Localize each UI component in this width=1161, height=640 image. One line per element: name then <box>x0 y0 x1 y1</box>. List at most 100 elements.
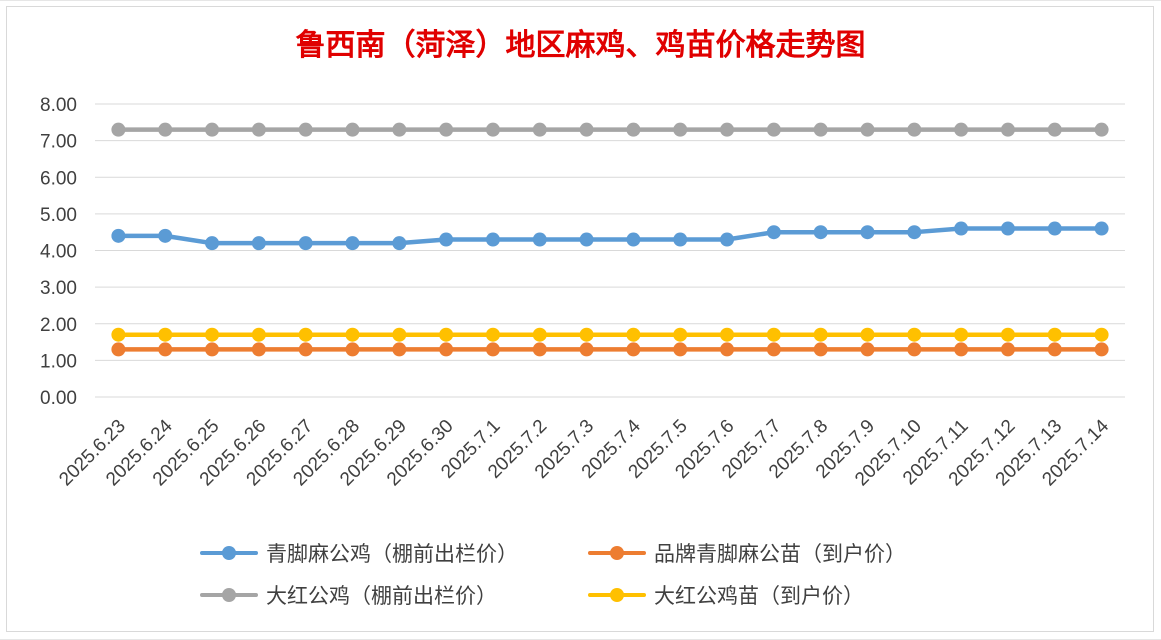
y-axis-tick-labels: 0.00 1.00 2.00 3.00 4.00 5.00 6.00 7.00 8.00 <box>40 95 77 409</box>
data-point <box>1047 122 1062 137</box>
data-point <box>392 327 407 342</box>
data-point <box>860 342 875 357</box>
data-point <box>439 232 454 247</box>
legend-swatch-orange <box>588 546 646 560</box>
data-point <box>1000 122 1015 137</box>
data-point <box>532 122 547 137</box>
data-point <box>532 327 547 342</box>
data-point <box>251 236 266 251</box>
legend-label: 大红公鸡苗（到户价） <box>654 584 864 608</box>
data-point <box>205 327 220 342</box>
legend-label: 大红公鸡（棚前出栏价） <box>266 584 497 608</box>
data-point <box>205 236 220 251</box>
data-point <box>111 342 126 357</box>
legend-item-red-rooster[interactable]: 大红公鸡（棚前出栏价） <box>200 580 497 610</box>
data-point <box>579 122 594 137</box>
data-point <box>579 232 594 247</box>
data-point <box>251 122 266 137</box>
data-point <box>158 122 173 137</box>
data-point <box>766 327 781 342</box>
data-point <box>298 327 313 342</box>
data-point <box>1000 327 1015 342</box>
data-point <box>111 122 126 137</box>
data-point <box>954 327 969 342</box>
data-point <box>532 232 547 247</box>
data-point <box>720 122 735 137</box>
data-point <box>813 327 828 342</box>
x-axis-tick-labels: 2025.6.232025.6.242025.6.252025.6.262025… <box>55 415 1113 490</box>
data-point <box>485 232 500 247</box>
data-point <box>907 122 922 137</box>
data-point <box>158 342 173 357</box>
data-point <box>860 327 875 342</box>
data-point <box>766 342 781 357</box>
gridlines <box>95 103 1125 398</box>
data-point <box>1000 221 1015 236</box>
data-point <box>1094 342 1109 357</box>
data-point <box>626 122 641 137</box>
data-point <box>954 122 969 137</box>
data-point <box>485 327 500 342</box>
series-3 <box>111 327 1109 342</box>
data-point <box>860 225 875 240</box>
data-point <box>111 327 126 342</box>
data-point <box>298 122 313 137</box>
y-tick-label: 0.00 <box>40 388 77 409</box>
data-point <box>485 122 500 137</box>
data-point <box>298 236 313 251</box>
data-point <box>345 122 360 137</box>
y-tick-label: 5.00 <box>40 205 77 226</box>
series-0 <box>111 221 1109 251</box>
series-group <box>111 122 1109 357</box>
y-tick-label: 1.00 <box>40 351 77 372</box>
data-point <box>860 122 875 137</box>
data-point <box>766 122 781 137</box>
data-point <box>1000 342 1015 357</box>
legend-label: 青脚麻公鸡（棚前出栏价） <box>266 542 518 566</box>
data-point <box>439 122 454 137</box>
data-point <box>766 225 781 240</box>
data-point <box>111 228 126 243</box>
data-point <box>1094 327 1109 342</box>
y-tick-label: 4.00 <box>40 242 77 263</box>
data-point <box>345 236 360 251</box>
data-point <box>626 327 641 342</box>
legend-item-brand-chick[interactable]: 品牌青脚麻公苗（到户价） <box>588 538 906 568</box>
data-point <box>720 232 735 247</box>
legend-item-red-chick[interactable]: 大红公鸡苗（到户价） <box>588 580 864 610</box>
legend-label: 品牌青脚麻公苗（到户价） <box>654 542 906 566</box>
chart-area[interactable] <box>6 6 1154 632</box>
legend-swatch-yellow <box>588 588 646 602</box>
data-point <box>673 122 688 137</box>
data-point <box>205 122 220 137</box>
series-1 <box>111 342 1109 357</box>
data-point <box>298 342 313 357</box>
data-point <box>345 327 360 342</box>
data-point <box>813 122 828 137</box>
legend-item-qingjiao-rooster[interactable]: 青脚麻公鸡（棚前出栏价） <box>200 538 518 568</box>
data-point <box>626 232 641 247</box>
y-tick-label: 6.00 <box>40 168 77 189</box>
series-2 <box>111 122 1109 137</box>
data-point <box>439 342 454 357</box>
data-point <box>720 342 735 357</box>
chart-title: 鲁西南（菏泽）地区麻鸡、鸡苗价格走势图 <box>295 28 866 63</box>
data-point <box>158 228 173 243</box>
data-point <box>392 342 407 357</box>
data-point <box>345 342 360 357</box>
series-line <box>116 226 1104 246</box>
data-point <box>392 236 407 251</box>
data-point <box>907 327 922 342</box>
data-point <box>907 342 922 357</box>
y-tick-label: 3.00 <box>40 278 77 299</box>
data-point <box>251 327 266 342</box>
data-point <box>673 342 688 357</box>
legend-swatch-blue <box>200 546 258 560</box>
data-point <box>158 327 173 342</box>
data-point <box>392 122 407 137</box>
data-point <box>532 342 547 357</box>
legend-swatch-gray <box>200 588 258 602</box>
y-tick-label: 7.00 <box>40 132 77 153</box>
data-point <box>251 342 266 357</box>
